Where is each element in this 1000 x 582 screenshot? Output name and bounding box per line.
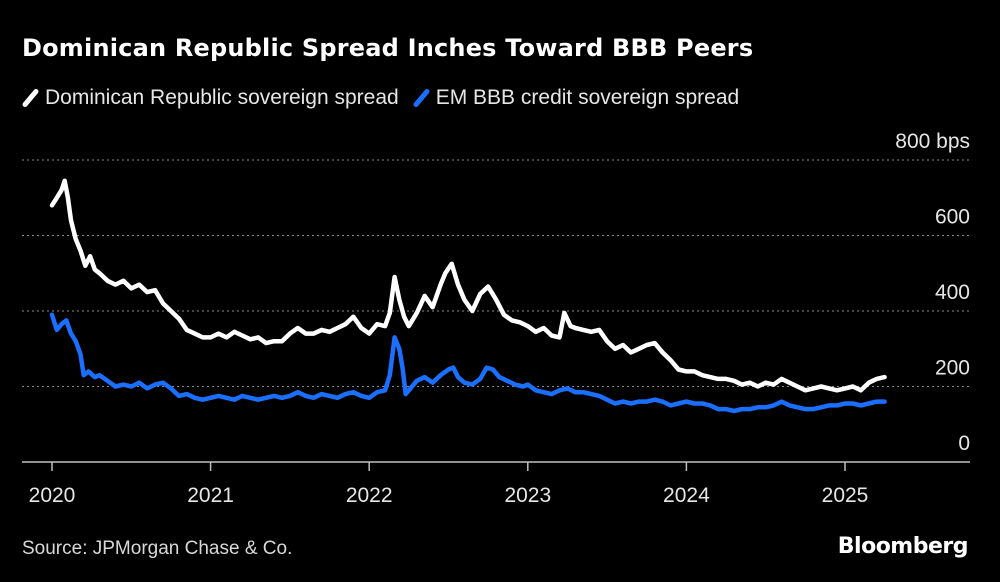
x-tick-label: 2023 — [504, 484, 551, 507]
brand-logo: Bloomberg — [837, 534, 969, 559]
y-tick-label: 800 bps — [895, 130, 970, 153]
x-tick-label: 2024 — [663, 484, 710, 507]
legend-item-em-bbb: EM BBB credit sovereign spread — [412, 86, 740, 110]
series-line-dominican — [49, 178, 887, 393]
y-tick-label: 200 — [935, 357, 970, 380]
legend-item-dominican: Dominican Republic sovereign spread — [21, 86, 399, 110]
x-tick-label: 2022 — [346, 484, 393, 507]
chart-legend: Dominican Republic sovereign spread EM B… — [21, 86, 753, 110]
x-tick-label: 2020 — [29, 484, 76, 507]
y-tick-label: 600 — [935, 206, 970, 229]
legend-label-dominican: Dominican Republic sovereign spread — [45, 86, 399, 109]
source-note: Source: JPMorgan Chase & Co. — [22, 538, 293, 559]
chart-title: Dominican Republic Spread Inches Toward … — [22, 34, 754, 62]
x-tick-label: 2021 — [187, 484, 234, 507]
y-tick-label: 400 — [935, 281, 970, 304]
x-tick-label: 2025 — [822, 484, 869, 507]
y-tick-label: 0 — [958, 432, 970, 455]
legend-label-em-bbb: EM BBB credit sovereign spread — [435, 86, 740, 109]
series-line-em-bbb — [49, 312, 887, 414]
